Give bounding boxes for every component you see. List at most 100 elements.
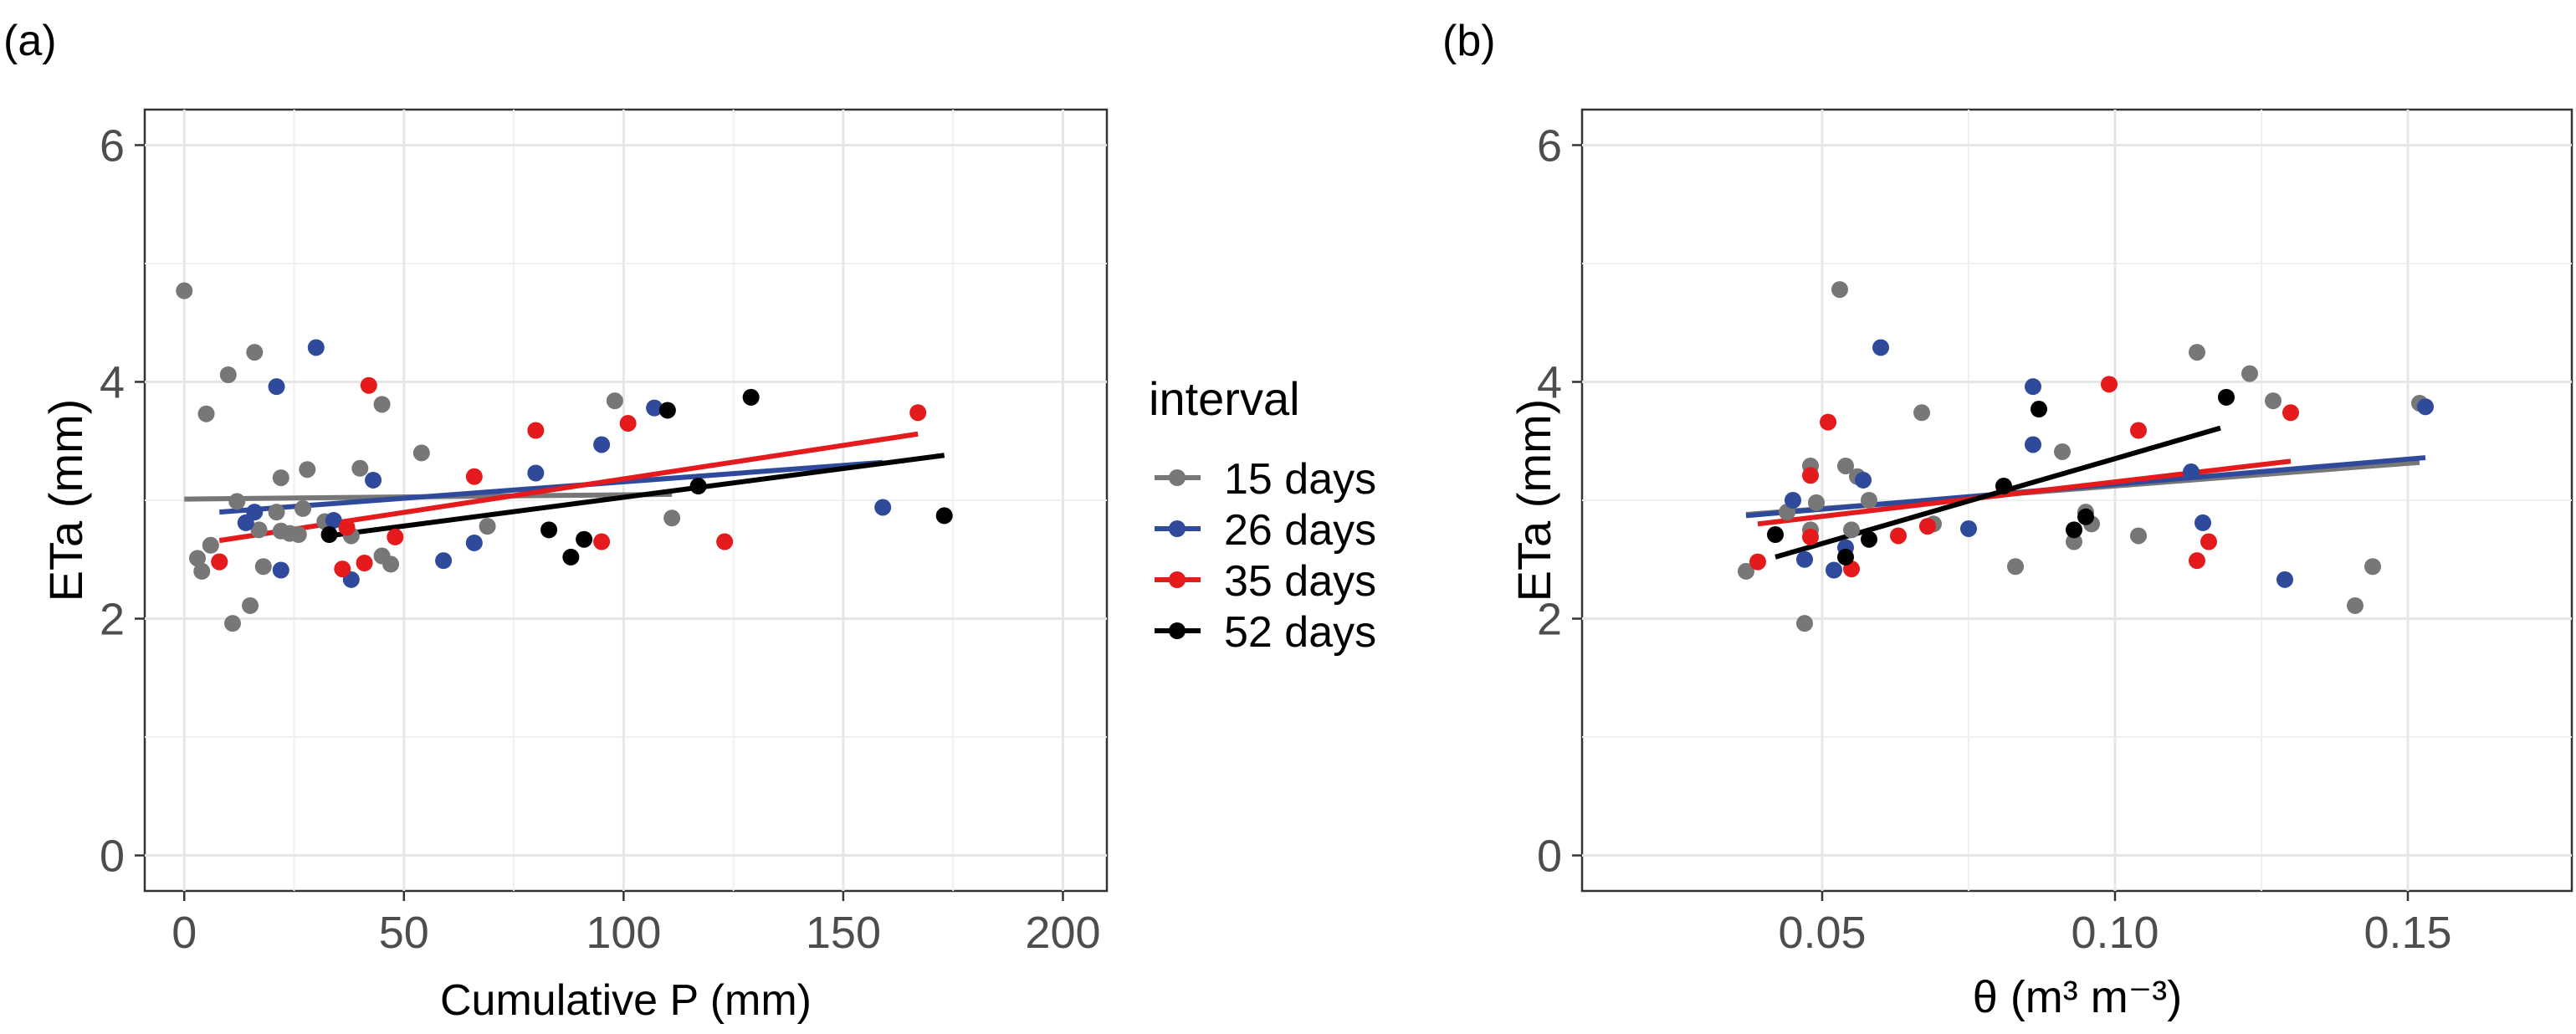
point-52-days xyxy=(2077,508,2094,525)
legend-title: interval xyxy=(1149,372,1300,425)
point-35-days xyxy=(1820,413,1836,431)
point-35-days xyxy=(2200,533,2217,550)
legend-item-label: 35 days xyxy=(1224,557,1376,606)
point-15-days xyxy=(193,562,211,580)
point-35-days xyxy=(1919,518,1936,535)
panel-a-y-axis-label: ETa (mm) xyxy=(39,399,92,602)
point-35-days xyxy=(338,519,356,536)
point-26-days xyxy=(1855,471,1872,489)
point-15-days xyxy=(2189,344,2205,361)
point-26-days xyxy=(2183,463,2200,481)
point-15-days xyxy=(228,493,246,510)
panel-b-x-axis-label: θ (m³ m⁻³) xyxy=(1973,972,2182,1022)
legend-item: 52 days xyxy=(1155,608,1376,657)
point-35-days xyxy=(909,404,927,422)
legend-item: 15 days xyxy=(1155,455,1376,504)
panel-a-x-axis-label: Cumulative P (mm) xyxy=(440,976,812,1025)
point-26-days xyxy=(2276,571,2293,588)
y-tick-label: 6 xyxy=(1537,120,1562,171)
x-tick-label: 0 xyxy=(172,908,197,958)
point-26-days xyxy=(527,464,545,482)
point-26-days xyxy=(325,512,342,530)
point-35-days xyxy=(2189,552,2205,570)
point-35-days xyxy=(2282,404,2299,422)
point-15-days xyxy=(412,444,430,462)
y-tick-label: 4 xyxy=(100,357,125,407)
point-15-days xyxy=(246,344,264,361)
panel-b: (b) 0.05 0.10 0.15 0 2 4 6 θ (m³ m⁻³) ETa (mm… xyxy=(1442,17,2573,1022)
point-15-days xyxy=(299,461,316,479)
point-15-days xyxy=(663,509,681,527)
point-15-days xyxy=(176,282,193,299)
point-15-days xyxy=(268,504,285,521)
point-35-days xyxy=(211,553,228,571)
point-35-days xyxy=(593,533,611,550)
point-26-days xyxy=(1872,339,1889,356)
point-26-days xyxy=(268,378,285,396)
panel-b-y-axis-label: ETa (mm) xyxy=(1508,399,1560,602)
point-52-days xyxy=(658,402,676,419)
legend-key-point xyxy=(1169,622,1186,639)
point-15-days xyxy=(250,521,268,539)
point-15-days xyxy=(479,518,496,535)
y-tick-label: 2 xyxy=(1537,595,1562,645)
trend-line-52-days xyxy=(329,453,945,539)
point-26-days xyxy=(1826,561,1842,579)
y-tick-label: 0 xyxy=(100,832,125,882)
point-15-days xyxy=(1861,492,1877,509)
point-26-days xyxy=(593,436,611,453)
point-15-days xyxy=(202,536,219,554)
legend-key-point xyxy=(1169,469,1186,486)
point-15-days xyxy=(1843,521,1860,539)
point-52-days xyxy=(935,507,953,525)
point-15-days xyxy=(254,558,272,576)
point-52-days xyxy=(1837,548,1854,566)
point-15-days xyxy=(197,405,215,422)
x-tick-label: 0.05 xyxy=(1778,908,1866,958)
point-26-days xyxy=(2417,398,2434,416)
point-15-days xyxy=(294,499,312,517)
point-52-days xyxy=(1861,530,1877,548)
legend-key-point xyxy=(1169,571,1186,588)
point-52-days xyxy=(2066,521,2082,539)
point-26-days xyxy=(1796,550,1813,568)
point-15-days xyxy=(2066,533,2082,550)
panel-a-y-ticks: 0 2 4 6 xyxy=(100,120,145,882)
point-15-days xyxy=(2054,443,2071,460)
panel-b-points xyxy=(1738,281,2434,632)
point-15-days xyxy=(606,392,623,410)
x-tick-label: 50 xyxy=(379,908,429,958)
point-26-days xyxy=(646,399,663,417)
point-26-days xyxy=(307,339,325,356)
y-tick-label: 2 xyxy=(100,595,125,645)
point-35-days xyxy=(527,422,545,439)
point-52-days xyxy=(1767,526,1784,544)
x-tick-label: 0.15 xyxy=(2363,908,2451,958)
point-35-days xyxy=(2101,376,2118,393)
point-52-days xyxy=(320,526,338,544)
point-52-days xyxy=(1995,478,2012,495)
point-52-days xyxy=(689,478,707,495)
legend-item-label: 52 days xyxy=(1224,608,1376,657)
y-tick-label: 6 xyxy=(100,120,125,171)
point-35-days xyxy=(1802,467,1819,484)
point-15-days xyxy=(1831,281,1848,299)
x-tick-label: 0.10 xyxy=(2071,908,2159,958)
x-tick-label: 150 xyxy=(806,908,881,958)
point-15-days xyxy=(2265,392,2282,410)
legend-item: 26 days xyxy=(1155,506,1376,555)
point-15-days xyxy=(2241,365,2258,382)
point-15-days xyxy=(219,366,237,383)
legend-key-point xyxy=(1169,520,1186,537)
point-26-days xyxy=(435,552,453,570)
x-tick-label: 100 xyxy=(586,908,661,958)
point-15-days xyxy=(2347,596,2363,614)
panel-b-y-ticks: 0 2 4 6 xyxy=(1537,120,1582,882)
point-15-days xyxy=(289,526,307,544)
point-15-days xyxy=(351,459,369,477)
panel-b-grid xyxy=(1582,110,2572,891)
trend-line-35-days xyxy=(1757,458,2292,527)
point-15-days xyxy=(272,469,289,487)
point-15-days xyxy=(2364,558,2381,576)
panel-a-x-ticks: 0 50 100 150 200 xyxy=(172,891,1101,958)
